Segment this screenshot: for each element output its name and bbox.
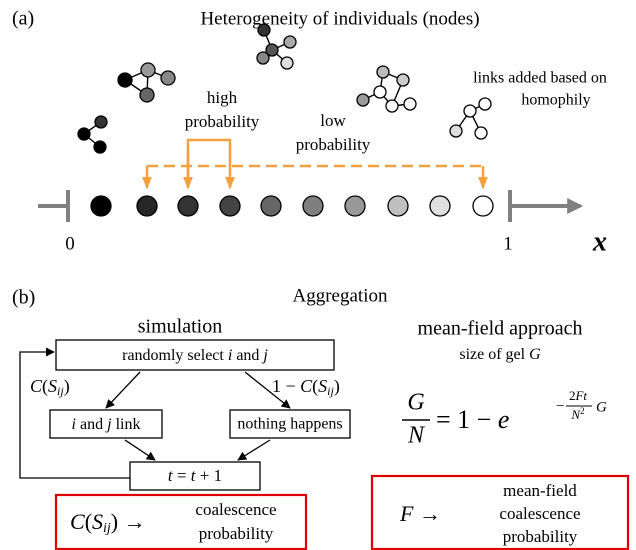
subheading: size of gel G bbox=[459, 346, 541, 363]
exponent: G bbox=[596, 399, 607, 415]
probability-label: C(Sij) bbox=[30, 376, 70, 398]
select-text: randomly select i and j bbox=[122, 347, 268, 364]
exponent: 2Ft bbox=[569, 388, 587, 403]
result-text: coalescence bbox=[499, 504, 580, 523]
loop-arrow bbox=[19, 347, 140, 479]
result-box bbox=[54, 493, 308, 550]
arrow bbox=[244, 371, 291, 409]
panel-label: (a) bbox=[12, 8, 34, 30]
probability-arrows bbox=[142, 138, 488, 190]
label: probability bbox=[185, 112, 260, 131]
exponent: N2 bbox=[570, 406, 584, 422]
denominator: N bbox=[407, 423, 426, 449]
result-symbol: F → bbox=[399, 501, 441, 526]
label: probability bbox=[296, 135, 371, 154]
result-symbol: C(Sij) → bbox=[70, 509, 146, 536]
update-text: t = t + 1 bbox=[168, 466, 222, 485]
heading: simulation bbox=[138, 316, 222, 338]
axis-end: 1 bbox=[503, 233, 513, 254]
graph-icons bbox=[77, 23, 492, 154]
equation: G N = 1 − e − 2Ft N2 G bbox=[402, 388, 607, 449]
numerator: G bbox=[407, 390, 424, 416]
x-axis bbox=[38, 190, 584, 222]
result-text: probability bbox=[503, 527, 578, 546]
result-text: mean-field bbox=[503, 481, 577, 500]
rhs: = 1 − e bbox=[436, 405, 509, 434]
arrow bbox=[124, 439, 156, 461]
arrow bbox=[237, 439, 271, 461]
axis-start: 0 bbox=[65, 233, 75, 254]
panel-title: Heterogeneity of individuals (nodes) bbox=[200, 8, 479, 29]
note: homophily bbox=[521, 92, 590, 109]
exponent: − bbox=[556, 398, 564, 414]
nothing-text: nothing happens bbox=[237, 416, 342, 433]
label: high bbox=[207, 88, 238, 107]
probability-label: 1 − C(Sij) bbox=[272, 376, 340, 398]
result-text: coalescence bbox=[195, 500, 276, 519]
link-box bbox=[49, 409, 163, 439]
note: links added based on bbox=[473, 70, 607, 87]
result-box bbox=[370, 474, 630, 550]
select-box bbox=[55, 339, 335, 371]
nothing-box bbox=[229, 409, 351, 439]
node-row bbox=[90, 195, 494, 217]
heading: mean-field approach bbox=[418, 318, 583, 340]
panel-label: (b) bbox=[12, 287, 35, 309]
update-box bbox=[129, 461, 261, 491]
label: low bbox=[320, 111, 346, 130]
panel-title: Aggregation bbox=[293, 285, 388, 306]
arrow bbox=[105, 371, 141, 409]
link-text: i and j link bbox=[72, 416, 141, 433]
result-text: probability bbox=[199, 524, 274, 543]
axis-name: x bbox=[592, 226, 607, 257]
